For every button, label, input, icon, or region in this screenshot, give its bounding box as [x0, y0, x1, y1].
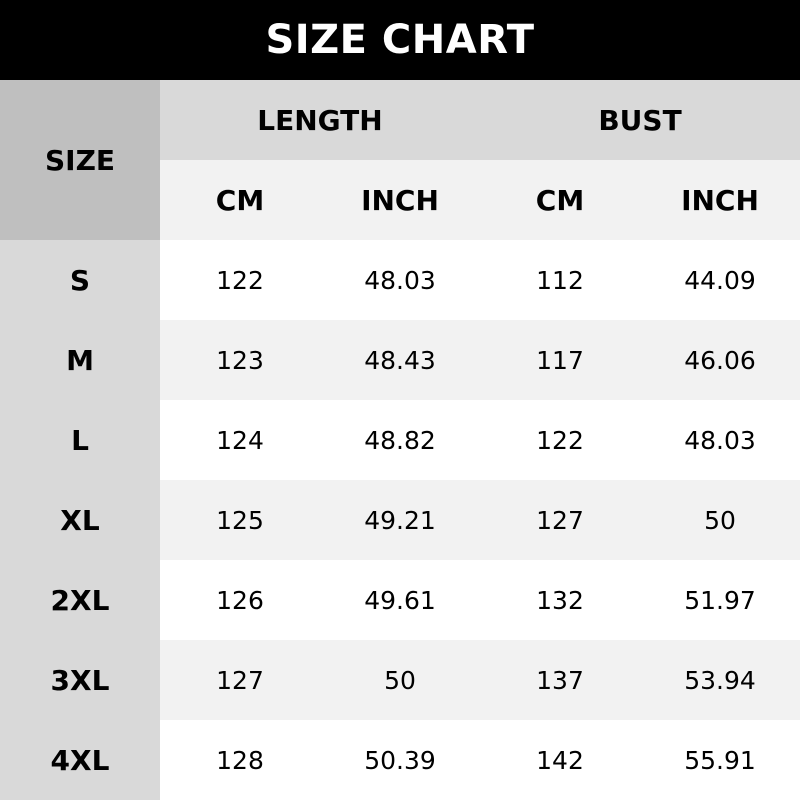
bust-group-header: BUST [480, 80, 800, 160]
cell-bust-inch: 44.09 [684, 265, 756, 295]
cell-length-cm: 128 [216, 745, 264, 775]
size-column-header: SIZE [0, 80, 160, 240]
cell-length-inch: 48.03 [364, 265, 436, 295]
cell-length-inch: 50.39 [364, 745, 436, 775]
cell-bust-cm: 122 [536, 425, 584, 455]
cell-bust-inch: 55.91 [684, 745, 756, 775]
size-label: L [0, 400, 160, 480]
size-chart-table: SIZE LENGTH BUST CM INCH CM INCH S 122 48.… [0, 80, 800, 800]
cell-length-cm: 125 [160, 480, 320, 560]
cell-bust-inch: 46.06 [640, 320, 800, 400]
cell-length-inch: 49.61 [364, 585, 436, 615]
length-group-header: LENGTH [160, 80, 480, 160]
size-label: 4XL [0, 720, 160, 800]
cell-bust-cm: 142 [536, 745, 584, 775]
cell-bust-cm: 127 [480, 480, 640, 560]
size-label: S [0, 240, 160, 320]
cell-bust-inch: 48.03 [684, 425, 756, 455]
cell-bust-inch: 51.97 [684, 585, 756, 615]
cell-length-inch: 50 [320, 640, 480, 720]
cell-bust-inch: 50 [640, 480, 800, 560]
size-label: XL [0, 480, 160, 560]
page-title: SIZE CHART [0, 0, 800, 80]
cell-bust-cm: 117 [480, 320, 640, 400]
cell-length-inch: 48.82 [364, 425, 436, 455]
cell-bust-cm: 132 [536, 585, 584, 615]
cell-bust-cm: 112 [536, 265, 584, 295]
size-label: 2XL [0, 560, 160, 640]
size-label: M [0, 320, 160, 400]
bust-inch-header: INCH [640, 160, 800, 240]
cell-length-inch: 48.43 [320, 320, 480, 400]
cell-length-inch: 49.21 [320, 480, 480, 560]
cell-length-cm: 126 [216, 585, 264, 615]
cell-length-cm: 127 [160, 640, 320, 720]
cell-length-cm: 122 [216, 265, 264, 295]
cell-length-cm: 123 [160, 320, 320, 400]
length-cm-header: CM [160, 160, 320, 240]
length-inch-header: INCH [320, 160, 480, 240]
size-label: 3XL [0, 640, 160, 720]
bust-cm-header: CM [480, 160, 640, 240]
cell-bust-inch: 53.94 [640, 640, 800, 720]
cell-bust-cm: 137 [480, 640, 640, 720]
cell-length-cm: 124 [216, 425, 264, 455]
